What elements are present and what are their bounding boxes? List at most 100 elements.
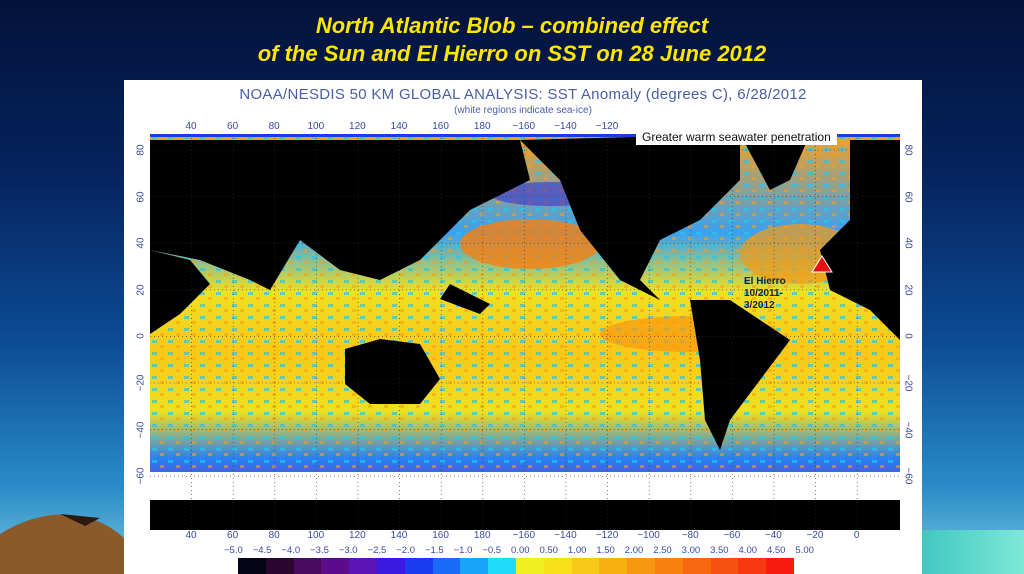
colorbar-label: 3.50 [710, 545, 729, 556]
top-lon-tick: −160 [512, 121, 536, 132]
colorbar [238, 558, 794, 574]
colorbar-swatch [238, 558, 266, 574]
top-lon-tick: 180 [473, 121, 491, 132]
top-lon-tick: 80 [268, 121, 280, 132]
right-lat-tick: 80 [902, 144, 914, 156]
colorbar-swatch [376, 558, 405, 574]
top-lon-tick: 120 [349, 121, 366, 132]
top-lon-tick: −120 [595, 121, 619, 132]
bottom-lon-tick: 100 [307, 530, 325, 541]
el-hierro-label: El Hierro 10/2011- 3/2012 [744, 276, 786, 312]
colorbar-swatch [738, 558, 767, 574]
colorbar-swatch [488, 558, 516, 574]
right-lat-tick: 0 [902, 333, 914, 340]
colorbar-swatch [515, 558, 544, 574]
bottom-lon-tick: 160 [432, 530, 449, 541]
bottom-lon-tick: 60 [227, 530, 239, 541]
colorbar-labels: −5.0 −4.5 −4.0 −3.5 −3.0 −2.5 −2.0 −1.5 −1.0 −0.5… [224, 545, 814, 556]
colorbar-swatch [571, 558, 600, 574]
sst-anomaly-map [150, 134, 900, 530]
colorbar-label: 1.00 [567, 545, 587, 556]
el-hierro-end: 3/2012 [744, 300, 775, 311]
left-lat-tick: 60 [135, 191, 147, 203]
right-lat-tick: −20 [902, 374, 914, 392]
map-title: NOAA/NESDIS 50 KM GLOBAL ANALYSIS: SST A… [239, 86, 807, 103]
colorbar-swatch [349, 558, 377, 574]
left-lat-tick: 40 [135, 237, 147, 249]
colorbar-label: −1.0 [453, 545, 473, 556]
right-lat-tick: −60 [902, 467, 914, 485]
bottom-lon-tick: −100 [637, 530, 660, 541]
colorbar-swatch [543, 558, 572, 574]
bottom-lon-tick: 120 [349, 530, 366, 541]
bottom-lon-tick: 40 [185, 530, 197, 541]
colorbar-swatch [627, 558, 655, 574]
colorbar-swatch [766, 558, 794, 574]
colorbar-label: 2.50 [653, 545, 672, 556]
top-lon-tick: 60 [227, 121, 239, 132]
el-hierro-name: El Hierro [744, 276, 786, 287]
callout-label: Greater warm seawater penetration [636, 129, 837, 145]
colorbar-swatch [599, 558, 628, 574]
bottom-lon-tick: −80 [681, 530, 699, 541]
colorbar-swatch [293, 558, 322, 574]
teal-decoration [922, 530, 1024, 574]
triangle-marker-icon [811, 255, 833, 273]
colorbar-label: 4.00 [738, 545, 758, 556]
colorbar-swatch [682, 558, 711, 574]
colorbar-swatch [654, 558, 683, 574]
left-lat-tick: 80 [135, 144, 147, 156]
colorbar-label: −3.5 [310, 545, 329, 556]
left-lat-tick: −40 [135, 421, 147, 439]
slide-title: North Atlantic Blob – combined effect of… [0, 12, 1024, 68]
map-subtitle: (white regions indicate sea-ice) [454, 105, 592, 116]
colorbar-label: −0.5 [482, 545, 502, 556]
colorbar-label: −3.0 [338, 545, 358, 556]
bottom-lon-tick: −140 [554, 530, 577, 541]
el-hierro-start: 10/2011- [744, 288, 783, 299]
colorbar-label: −2.5 [367, 545, 387, 556]
colorbar-swatch [321, 558, 350, 574]
left-lat-tick: −20 [135, 374, 147, 392]
colorbar-swatch [710, 558, 739, 574]
colorbar-label: −4.5 [252, 545, 272, 556]
bottom-lon-tick: −60 [723, 530, 741, 541]
colorbar-label: 4.50 [766, 545, 786, 556]
title-line-1: North Atlantic Blob – combined effect [315, 13, 709, 38]
bottom-lon-tick: −120 [595, 530, 619, 541]
bottom-lon-tick: −20 [806, 530, 824, 541]
bottom-lon-tick: 80 [268, 530, 280, 541]
colorbar-label: −1.5 [424, 545, 444, 556]
landmasses [150, 134, 900, 450]
colorbar-label: 5.00 [795, 545, 814, 556]
colorbar-label: 1.50 [596, 545, 615, 556]
bottom-lon-tick: 180 [473, 530, 491, 541]
right-lat-tick: 40 [902, 237, 914, 249]
right-lat-tick: 60 [902, 191, 914, 203]
right-lat-tick: −40 [902, 421, 914, 439]
colorbar-label: 0.50 [539, 545, 558, 556]
colorbar-label: 3.00 [681, 545, 701, 556]
colorbar-swatch [265, 558, 294, 574]
title-line-2: of the Sun and El Hierro on SST on 28 Ju… [257, 41, 767, 66]
left-lat-tick: −60 [135, 467, 147, 485]
left-lat-tick: 0 [135, 333, 147, 340]
sst-map-panel: NOAA/NESDIS 50 KM GLOBAL ANALYSIS: SST A… [124, 80, 922, 574]
top-lon-tick: 100 [307, 121, 325, 132]
bottom-lon-tick: −40 [764, 530, 782, 541]
left-lat-tick: 20 [135, 284, 147, 296]
colorbar-swatch [460, 558, 489, 574]
warm-anomaly-north-pacific [460, 219, 600, 269]
bottom-lon-tick: 0 [853, 530, 860, 541]
bottom-lon-tick: −160 [512, 530, 536, 541]
top-lon-tick: 160 [432, 121, 449, 132]
map-top-border [150, 134, 900, 137]
colorbar-label: −4.0 [281, 545, 301, 556]
colorbar-label: −2.0 [396, 545, 415, 556]
colorbar-swatch [404, 558, 433, 574]
top-lon-tick: −140 [554, 121, 577, 132]
top-lon-tick: 140 [390, 121, 408, 132]
antarctica [150, 500, 900, 530]
colorbar-label: 0.00 [511, 545, 530, 556]
top-lon-tick: 40 [185, 121, 197, 132]
